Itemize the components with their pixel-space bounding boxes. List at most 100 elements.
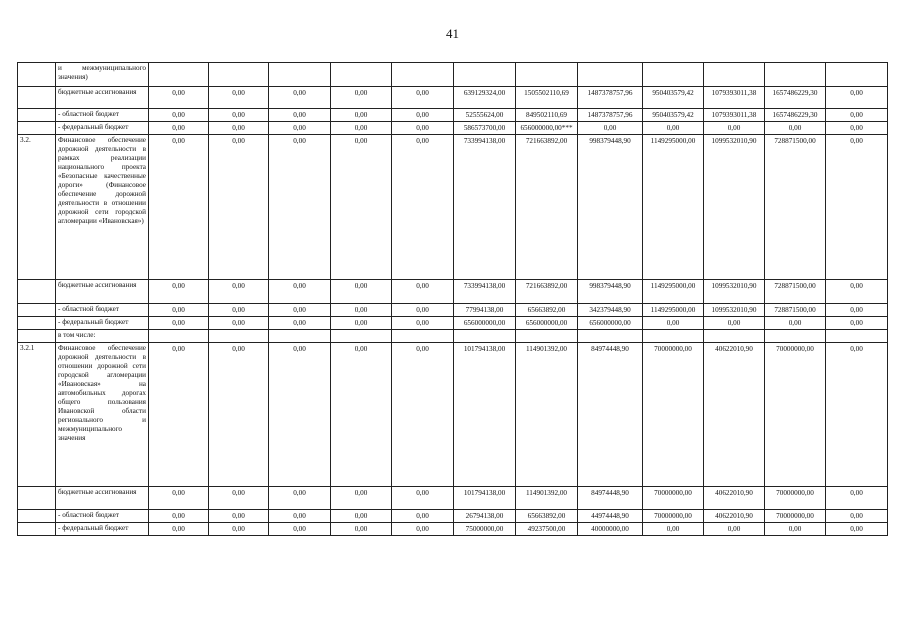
- row-code: [17, 121, 56, 135]
- value-cell: 1099532010,90: [703, 134, 765, 280]
- value-cell: 65663892,00: [515, 303, 578, 317]
- table-row: - областной бюджет 0,00 0,00 0,00 0,00 0,00 77…: [17, 303, 888, 317]
- value-cell: 0,00: [268, 134, 331, 280]
- value-cell: 0,00: [764, 522, 826, 536]
- value-cell: [268, 62, 331, 87]
- value-cell: 1099532010,90: [703, 303, 765, 317]
- value-cell: 1657486229,30: [764, 86, 826, 109]
- value-cell: 586573700,00: [453, 121, 516, 135]
- value-cell: 0,00: [208, 108, 269, 122]
- value-cell: [764, 329, 826, 343]
- value-cell: 44974448,90: [577, 509, 643, 523]
- value-cell: 84974448,90: [577, 342, 643, 487]
- value-cell: 0,00: [825, 303, 888, 317]
- value-cell: 0,00: [825, 522, 888, 536]
- page-number: 41: [446, 26, 459, 41]
- table-row: 3.2. Финансовое обеспечение дорожной деят…: [17, 134, 888, 280]
- value-cell: 0,00: [391, 509, 454, 523]
- value-cell: 0,00: [208, 509, 269, 523]
- value-cell: 0,00: [208, 121, 269, 135]
- value-cell: 1149295000,00: [642, 279, 704, 304]
- value-cell: [453, 62, 516, 87]
- value-cell: 0,00: [825, 316, 888, 330]
- value-cell: 0,00: [330, 303, 392, 317]
- value-cell: 0,00: [825, 86, 888, 109]
- value-cell: [577, 329, 643, 343]
- table-row: - федеральный бюджет 0,00 0,00 0,00 0,00 0,00…: [17, 522, 888, 536]
- value-cell: 0,00: [642, 522, 704, 536]
- value-cell: 0,00: [391, 134, 454, 280]
- table-row: и межмуниципального значения): [17, 62, 888, 87]
- value-cell: 0,00: [330, 509, 392, 523]
- value-cell: 0,00: [268, 108, 331, 122]
- value-cell: 49237500,00: [515, 522, 578, 536]
- value-cell: 70000000,00: [764, 342, 826, 487]
- value-cell: [703, 329, 765, 343]
- value-cell: 0,00: [391, 108, 454, 122]
- value-cell: 0,00: [825, 108, 888, 122]
- value-cell: 0,00: [703, 316, 765, 330]
- value-cell: 0,00: [703, 522, 765, 536]
- value-cell: 0,00: [703, 121, 765, 135]
- value-cell: 0,00: [208, 134, 269, 280]
- value-cell: 656000000,00: [577, 316, 643, 330]
- value-cell: 0,00: [268, 86, 331, 109]
- value-cell: 0,00: [148, 303, 209, 317]
- value-cell: 0,00: [825, 279, 888, 304]
- row-name: в том числе:: [55, 329, 149, 343]
- value-cell: [453, 329, 516, 343]
- value-cell: 0,00: [330, 316, 392, 330]
- row-code: [17, 509, 56, 523]
- value-cell: 0,00: [391, 342, 454, 487]
- value-cell: 40622010,90: [703, 509, 765, 523]
- value-cell: 1099532010,90: [703, 279, 765, 304]
- table-row: в том числе:: [17, 329, 888, 343]
- row-name: - федеральный бюджет: [55, 316, 149, 330]
- value-cell: [825, 62, 888, 87]
- value-cell: 0,00: [391, 303, 454, 317]
- row-code: [17, 86, 56, 109]
- value-cell: 721663892,00: [515, 134, 578, 280]
- value-cell: 0,00: [148, 509, 209, 523]
- value-cell: 40622010,90: [703, 486, 765, 510]
- value-cell: [642, 62, 704, 87]
- value-cell: 0,00: [330, 486, 392, 510]
- value-cell: 0,00: [391, 522, 454, 536]
- funding-table: и межмуниципального значения) бюджетные а…: [17, 62, 888, 536]
- value-cell: 1149295000,00: [642, 134, 704, 280]
- table-row: - федеральный бюджет 0,00 0,00 0,00 0,00 0,00…: [17, 316, 888, 330]
- value-cell: [208, 329, 269, 343]
- value-cell: 101794138,00: [453, 342, 516, 487]
- value-cell: 0,00: [825, 121, 888, 135]
- value-cell: 40622010,90: [703, 342, 765, 487]
- row-name: - федеральный бюджет: [55, 121, 149, 135]
- value-cell: 0,00: [208, 86, 269, 109]
- value-cell: 0,00: [577, 121, 643, 135]
- table-row: - областной бюджет 0,00 0,00 0,00 0,00 0,00 26…: [17, 509, 888, 523]
- value-cell: 1079393011,38: [703, 108, 765, 122]
- value-cell: 0,00: [208, 303, 269, 317]
- row-name: - областной бюджет: [55, 509, 149, 523]
- table-row: бюджетные ассигнования 0,00 0,00 0,00 0,00 0,…: [17, 486, 888, 510]
- value-cell: 0,00: [764, 121, 826, 135]
- row-code: 3.2.: [17, 134, 56, 280]
- value-cell: 0,00: [208, 316, 269, 330]
- value-cell: 65663892,00: [515, 509, 578, 523]
- table-row: - областной бюджет 0,00 0,00 0,00 0,00 0,00 52…: [17, 108, 888, 122]
- value-cell: 950403579,42: [642, 108, 704, 122]
- value-cell: 70000000,00: [764, 486, 826, 510]
- row-name: бюджетные ассигнования: [55, 279, 149, 304]
- value-cell: 0,00: [330, 108, 392, 122]
- value-cell: 998379448,90: [577, 134, 643, 280]
- value-cell: [391, 329, 454, 343]
- row-code: [17, 522, 56, 536]
- row-code: 3.2.1: [17, 342, 56, 487]
- value-cell: 0,00: [148, 121, 209, 135]
- value-cell: 0,00: [330, 522, 392, 536]
- value-cell: 1487378757,96: [577, 86, 643, 109]
- value-cell: 0,00: [642, 316, 704, 330]
- value-cell: 0,00: [391, 86, 454, 109]
- value-cell: 0,00: [764, 316, 826, 330]
- value-cell: [148, 329, 209, 343]
- value-cell: [330, 62, 392, 87]
